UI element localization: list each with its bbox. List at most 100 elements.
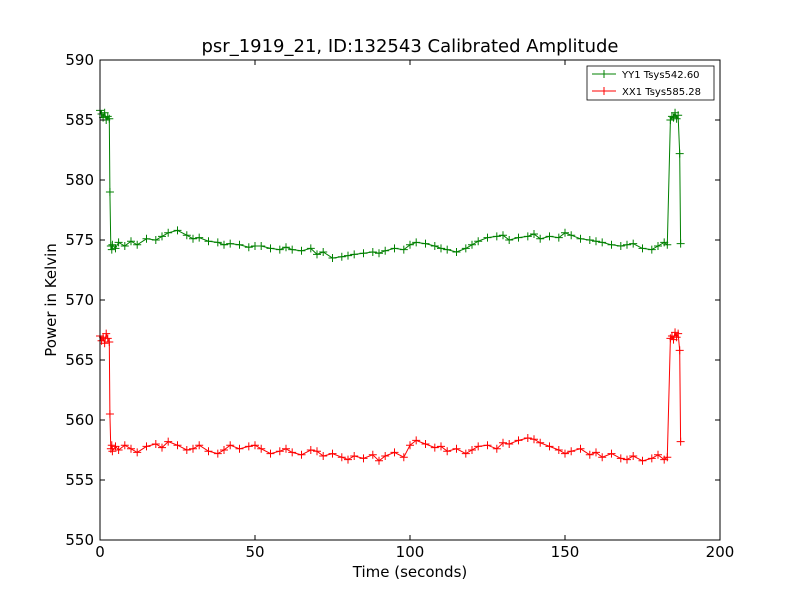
data-point bbox=[676, 239, 685, 248]
data-point bbox=[399, 453, 408, 462]
data-point bbox=[107, 245, 116, 254]
data-point bbox=[266, 449, 275, 458]
data-point bbox=[672, 333, 681, 342]
data-point bbox=[561, 449, 569, 458]
x-tick-label: 150 bbox=[551, 543, 580, 561]
data-point bbox=[483, 441, 492, 450]
data-point bbox=[443, 447, 452, 456]
data-point bbox=[443, 245, 452, 254]
data-point bbox=[585, 450, 594, 459]
data-point bbox=[120, 242, 129, 250]
data-point bbox=[536, 438, 545, 447]
data-point bbox=[437, 244, 445, 253]
data-point bbox=[120, 441, 129, 450]
data-point bbox=[344, 251, 352, 260]
data-point bbox=[350, 250, 359, 259]
data-point bbox=[399, 245, 408, 254]
data-point bbox=[127, 444, 135, 453]
data-point bbox=[288, 448, 297, 457]
data-point bbox=[483, 233, 492, 242]
data-point bbox=[111, 244, 120, 253]
data-point bbox=[319, 452, 328, 460]
data-point bbox=[344, 455, 352, 464]
y-tick-label: 570 bbox=[65, 291, 94, 309]
data-point bbox=[226, 441, 235, 450]
data-point bbox=[151, 236, 160, 244]
data-point bbox=[437, 442, 445, 451]
legend-box bbox=[586, 65, 715, 101]
data-point bbox=[108, 447, 117, 456]
data-point bbox=[514, 233, 523, 242]
legend: YY1 Tsys542.60 XX1 Tsys585.28 bbox=[586, 65, 715, 101]
data-point bbox=[328, 254, 337, 262]
data-point bbox=[195, 441, 204, 450]
data-point bbox=[164, 437, 173, 446]
data-point bbox=[151, 440, 160, 448]
data-point bbox=[647, 245, 656, 254]
data-point bbox=[306, 446, 315, 454]
data-point bbox=[545, 232, 554, 241]
legend-marker bbox=[600, 87, 608, 95]
data-point bbox=[461, 244, 470, 253]
data-point bbox=[257, 444, 266, 453]
data-point bbox=[235, 444, 244, 453]
data-point bbox=[306, 244, 315, 253]
data-point bbox=[375, 456, 383, 465]
data-point bbox=[598, 238, 607, 247]
y-tick-label: 590 bbox=[65, 51, 94, 69]
data-point bbox=[102, 329, 111, 338]
data-point bbox=[297, 450, 306, 459]
data-point bbox=[164, 228, 173, 237]
x-tick-label: 50 bbox=[245, 543, 264, 561]
data-point bbox=[421, 440, 430, 448]
data-point bbox=[499, 438, 507, 447]
data-point bbox=[182, 231, 191, 240]
data-point bbox=[204, 447, 213, 456]
data-point bbox=[105, 114, 114, 123]
data-point bbox=[337, 252, 346, 261]
data-point bbox=[616, 242, 625, 250]
series-1 bbox=[96, 106, 685, 262]
data-point bbox=[275, 447, 284, 456]
data-point bbox=[523, 232, 532, 241]
data-point bbox=[133, 448, 142, 457]
data-point bbox=[623, 455, 631, 464]
data-point bbox=[368, 450, 377, 459]
data-point bbox=[244, 442, 253, 451]
data-point bbox=[105, 410, 114, 418]
data-point bbox=[623, 240, 631, 249]
data-point bbox=[536, 234, 545, 243]
plot-area: 0 50 100 150 200 550 555 560 565 570 575 580 585 590 bbox=[65, 51, 734, 561]
data-point bbox=[251, 441, 259, 450]
data-point bbox=[204, 237, 213, 246]
data-point bbox=[244, 243, 253, 252]
data-point bbox=[142, 234, 151, 243]
data-point bbox=[313, 250, 321, 259]
data-point bbox=[359, 249, 368, 258]
data-point bbox=[375, 249, 383, 258]
data-point bbox=[173, 226, 182, 235]
y-tick-label: 580 bbox=[65, 171, 94, 189]
data-point bbox=[592, 448, 600, 457]
data-point bbox=[663, 240, 672, 249]
x-axis-label: Time (seconds) bbox=[352, 563, 468, 581]
data-point bbox=[530, 435, 538, 444]
data-point bbox=[654, 242, 662, 250]
data-point bbox=[492, 444, 501, 453]
legend-label-yy1: YY1 Tsys542.60 bbox=[621, 70, 700, 81]
data-point bbox=[282, 243, 290, 252]
data-point bbox=[127, 237, 135, 246]
data-point bbox=[105, 188, 114, 196]
data-point bbox=[421, 239, 430, 248]
data-point bbox=[576, 234, 585, 243]
data-point bbox=[406, 240, 414, 249]
data-point bbox=[585, 236, 594, 244]
data-point bbox=[107, 441, 116, 450]
data-point bbox=[158, 232, 166, 241]
series-layer bbox=[96, 106, 685, 465]
data-point bbox=[452, 444, 461, 453]
data-point bbox=[499, 231, 507, 240]
data-point bbox=[561, 228, 569, 237]
data-point bbox=[492, 232, 501, 241]
y-tick-label: 585 bbox=[65, 111, 94, 129]
